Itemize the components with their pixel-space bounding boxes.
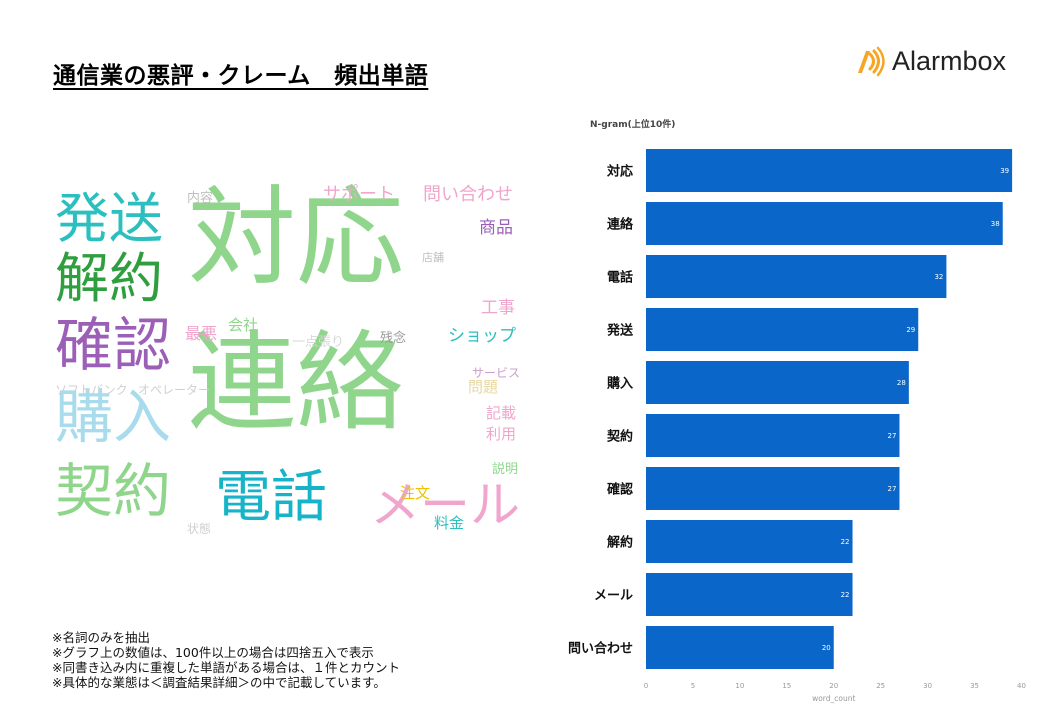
category-label: 対応 xyxy=(606,164,633,180)
category-label: 契約 xyxy=(606,429,633,445)
wordcloud-word: 内容 xyxy=(187,191,214,206)
category-label: 解約 xyxy=(606,535,633,551)
x-tick-label: 15 xyxy=(782,682,791,690)
bar xyxy=(646,149,1013,192)
wordcloud-word: 問い合わせ xyxy=(423,184,513,205)
wordcloud-word: 記載 xyxy=(486,404,517,422)
wordcloud-word: ショップ xyxy=(448,326,516,346)
note-line: ※グラフ上の数値は、100件以上の場合は四捨五入で表示 xyxy=(52,645,374,660)
note-line: ※同書き込み内に重複した単語がある場合は、１件とカウント xyxy=(52,660,400,675)
bar xyxy=(646,308,919,351)
alarm-logo-icon xyxy=(858,46,885,77)
word-cloud: 対応連絡 発送 解約 確認 購入 契約 電話 メール サポート 問い合わせ 内容商品店舗工事最悪 会社… xyxy=(40,170,540,550)
category-label: 連絡 xyxy=(607,217,634,233)
wordcloud-word: 料金 xyxy=(434,514,465,532)
wordcloud-word: サービス xyxy=(472,366,521,380)
wordcloud-word: サポート xyxy=(323,184,395,205)
data-label: 29 xyxy=(906,326,915,334)
category-label: メール xyxy=(594,589,633,604)
data-label: 22 xyxy=(841,538,850,546)
category-label: 購入 xyxy=(606,376,633,392)
wordcloud-word: ソフトバンク xyxy=(55,383,128,397)
wordcloud-word: 会社 xyxy=(228,316,259,334)
notes: ※名詞のみを抽出 ※グラフ上の数値は、100件以上の場合は四捨五入で表示 ※同書… xyxy=(52,630,400,690)
wordcloud-word: 契約 xyxy=(55,457,172,525)
x-tick-label: 5 xyxy=(691,682,695,690)
data-label: 39 xyxy=(1000,167,1009,175)
chart-title: N-gram(上位10件) xyxy=(590,118,675,130)
category-label: 問い合わせ xyxy=(568,641,633,657)
wordcloud-word: 一点張り xyxy=(292,335,345,350)
category-label: 電話 xyxy=(607,270,633,286)
wordcloud-word: メール xyxy=(370,476,520,534)
bar xyxy=(646,626,834,669)
bar xyxy=(646,255,947,298)
bar xyxy=(646,520,853,563)
wordcloud-word: 工事 xyxy=(481,298,515,318)
wordcloud-word: 店舗 xyxy=(422,251,444,264)
alarmbox-logo: Alarmbox xyxy=(848,44,1006,78)
x-tick-label: 0 xyxy=(644,682,648,690)
data-label: 28 xyxy=(897,379,906,387)
logo-text: Alarmbox xyxy=(892,45,1007,76)
wordcloud-word: 対応 xyxy=(188,176,405,301)
page-title: 通信業の悪評・クレーム 頻出単語 xyxy=(53,63,429,89)
x-tick-label: 25 xyxy=(876,682,885,690)
data-label: 27 xyxy=(888,485,897,493)
wordcloud-word: オペレーター xyxy=(138,383,211,397)
wordcloud-word: 電話 xyxy=(215,465,327,530)
x-tick-label: 40 xyxy=(1017,682,1026,690)
x-tick-label: 10 xyxy=(735,682,744,690)
bar xyxy=(646,414,900,457)
wordcloud-word: 注文 xyxy=(400,484,431,502)
data-label: 22 xyxy=(841,591,850,599)
wordcloud-word: 状態 xyxy=(187,522,212,536)
x-tick-label: 20 xyxy=(829,682,838,690)
wordcloud-word: 購入 xyxy=(55,383,172,451)
category-label: 発送 xyxy=(606,323,634,339)
wordcloud-word: 利用 xyxy=(486,425,517,443)
bar xyxy=(646,467,900,510)
ngram-bar-chart: N-gram(上位10件) 対応 39 連絡 38 電話 32 発送 29 購入 28 契約 27 確認 2… xyxy=(568,118,1026,703)
wordcloud-word: 確認 xyxy=(55,311,172,379)
wordcloud-word: 連絡 xyxy=(188,321,405,446)
bar xyxy=(646,361,909,404)
x-axis-label: word_count xyxy=(812,694,855,703)
wordcloud-word: 問題 xyxy=(468,378,499,396)
wordcloud-word: 解約 xyxy=(55,247,163,310)
wordcloud-word: 最悪 xyxy=(185,324,218,343)
data-label: 32 xyxy=(934,273,943,281)
x-tick-label: 35 xyxy=(970,682,979,690)
data-label: 27 xyxy=(888,432,897,440)
x-tick-label: 30 xyxy=(923,682,932,690)
bar xyxy=(646,573,853,616)
wordcloud-word: 残念 xyxy=(380,331,407,346)
note-line: ※具体的な業態は＜調査結果詳細＞の中で記載しています。 xyxy=(52,675,386,690)
category-label: 確認 xyxy=(607,482,633,498)
note-line: ※名詞のみを抽出 xyxy=(52,630,150,645)
wordcloud-word: 説明 xyxy=(492,462,519,477)
bar xyxy=(646,202,1003,245)
wordcloud-word: 発送 xyxy=(55,187,163,250)
data-label: 38 xyxy=(991,220,1000,228)
wordcloud-word: 商品 xyxy=(479,218,513,238)
data-label: 20 xyxy=(822,644,831,652)
